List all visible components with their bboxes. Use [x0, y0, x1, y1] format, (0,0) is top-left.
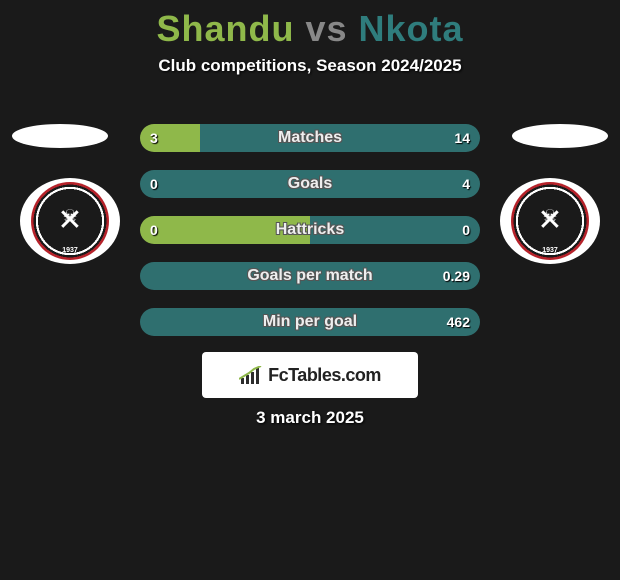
- stat-value-left: 0: [140, 170, 168, 198]
- player2-club-crest: ✕ ☠ 1937: [500, 178, 600, 264]
- brand-text: FcTables.com: [268, 365, 381, 386]
- stat-value-left: 0: [140, 216, 168, 244]
- player1-flag-icon: [12, 124, 108, 148]
- chart-icon: [239, 366, 265, 384]
- date-text: 3 march 2025: [0, 408, 620, 428]
- vs-text: vs: [305, 8, 347, 49]
- stat-row: 462Min per goal: [140, 308, 480, 336]
- stat-fill-right: [140, 170, 480, 198]
- stat-value-right: 14: [444, 124, 480, 152]
- stat-row: 314Matches: [140, 124, 480, 152]
- player1-name: Shandu: [156, 8, 294, 49]
- crest-year: 1937: [62, 247, 78, 254]
- skull-icon: ☠: [63, 206, 77, 226]
- stat-value-right: 4: [452, 170, 480, 198]
- stat-value-right: 0.29: [433, 262, 480, 290]
- comparison-title: Shandu vs Nkota: [0, 0, 620, 50]
- crest-year: 1937: [542, 247, 558, 254]
- player2-flag-icon: [512, 124, 608, 148]
- skull-icon: ☠: [543, 206, 557, 226]
- stat-fill-right: [140, 308, 480, 336]
- stat-value-left: [140, 262, 160, 290]
- stat-value-right: 462: [437, 308, 480, 336]
- stats-bars: 314Matches04Goals00Hattricks0.29Goals pe…: [140, 124, 480, 354]
- stat-row: 04Goals: [140, 170, 480, 198]
- stat-value-left: 3: [140, 124, 168, 152]
- player1-club-crest: ✕ ☠ 1937: [20, 178, 120, 264]
- subtitle: Club competitions, Season 2024/2025: [0, 56, 620, 76]
- stat-value-left: [140, 308, 160, 336]
- stat-row: 0.29Goals per match: [140, 262, 480, 290]
- brand-badge: FcTables.com: [202, 352, 418, 398]
- player2-name: Nkota: [359, 8, 464, 49]
- stat-row: 00Hattricks: [140, 216, 480, 244]
- stat-fill-right: [200, 124, 480, 152]
- stat-fill-right: [140, 262, 480, 290]
- stat-value-right: 0: [452, 216, 480, 244]
